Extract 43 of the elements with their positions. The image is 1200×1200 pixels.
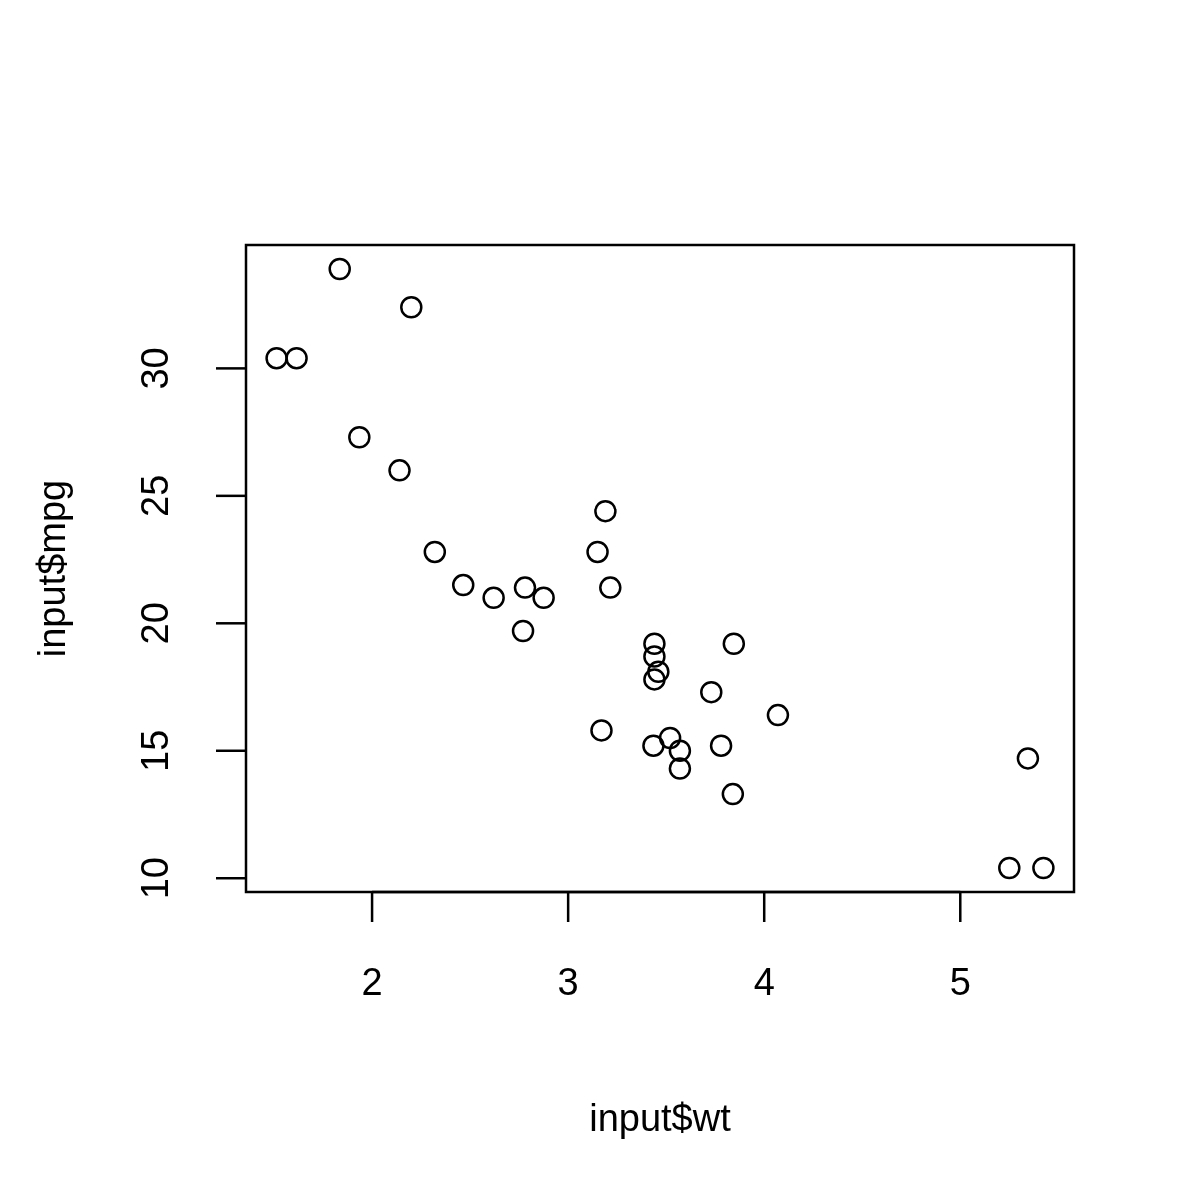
- y-tick-label: 15: [134, 729, 176, 772]
- point: [658, 726, 682, 750]
- y-tick-label: 25: [134, 474, 176, 517]
- y-tick-label: 30: [134, 347, 176, 390]
- point: [709, 734, 733, 757]
- x-tick-label: 5: [949, 961, 971, 1003]
- point: [643, 645, 666, 668]
- x-tick-label: 3: [557, 961, 579, 1003]
- point: [513, 576, 537, 599]
- point: [590, 719, 613, 742]
- point: [348, 425, 371, 449]
- y-tick-label: 10: [134, 857, 176, 900]
- point: [722, 632, 746, 655]
- point: [643, 668, 666, 691]
- point: [643, 632, 666, 655]
- point: [998, 856, 1021, 880]
- y-axis-title: input$mpg: [31, 479, 73, 658]
- point: [452, 573, 475, 597]
- point: [388, 459, 411, 482]
- point: [482, 586, 505, 610]
- point: [700, 680, 723, 704]
- x-tick-label: 4: [753, 961, 775, 1003]
- point: [328, 257, 351, 281]
- point: [594, 499, 617, 523]
- point: [642, 734, 665, 757]
- point: [586, 540, 609, 564]
- point: [285, 346, 308, 370]
- point: [400, 295, 423, 319]
- point: [265, 346, 288, 370]
- x-tick-label: 2: [361, 961, 383, 1003]
- point: [423, 540, 447, 564]
- point: [668, 739, 692, 763]
- x-axis-title: input$wt: [589, 1097, 732, 1139]
- point: [511, 619, 535, 643]
- point: [1016, 747, 1040, 770]
- point: [599, 576, 622, 599]
- y-tick-label: 20: [134, 602, 176, 645]
- point: [532, 586, 555, 610]
- point: [766, 703, 790, 727]
- point: [647, 660, 670, 683]
- point: [668, 757, 692, 780]
- point: [1032, 856, 1055, 880]
- point: [721, 782, 745, 806]
